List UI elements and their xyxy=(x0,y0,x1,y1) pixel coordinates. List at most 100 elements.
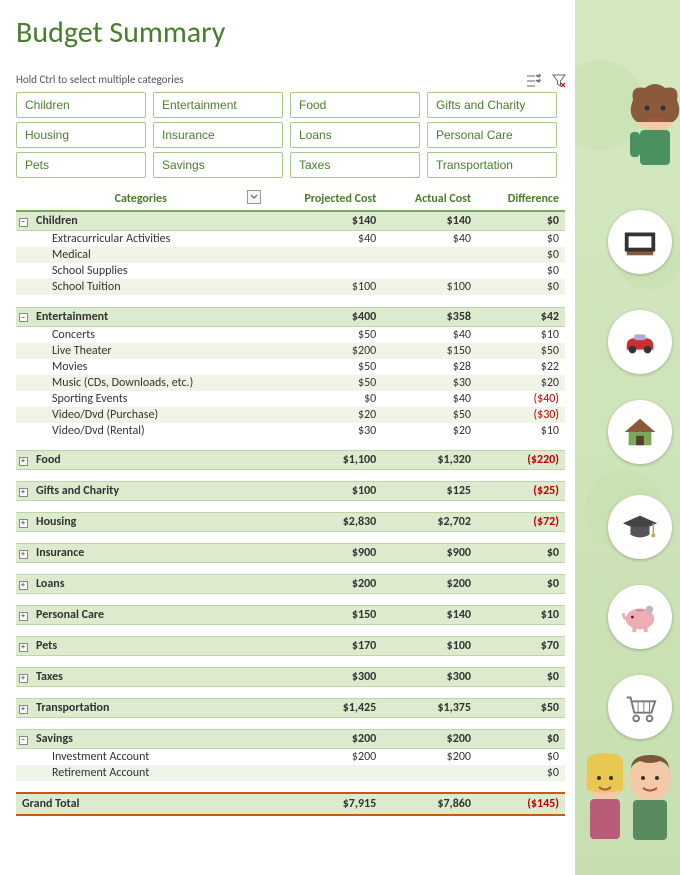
slicer-gifts-and-charity[interactable]: Gifts and Charity xyxy=(427,92,557,118)
projected-value xyxy=(265,263,382,279)
projected-value: $300 xyxy=(265,668,382,687)
clear-filter-icon[interactable] xyxy=(551,73,567,93)
difference-value: $0 xyxy=(477,668,565,687)
expand-icon[interactable]: + xyxy=(19,488,28,497)
expand-icon[interactable]: + xyxy=(19,643,28,652)
slicer-transportation[interactable]: Transportation xyxy=(427,152,557,178)
item-name: Live Theater xyxy=(16,343,265,359)
subitem-row: School Supplies$0 xyxy=(16,263,565,279)
item-name: School Supplies xyxy=(16,263,265,279)
actual-value: $40 xyxy=(382,231,477,248)
actual-value xyxy=(382,263,477,279)
slicer-children[interactable]: Children xyxy=(16,92,146,118)
category-row[interactable]: −Entertainment$400$358$42 xyxy=(16,307,565,326)
category-row[interactable]: +Personal Care$150$140$10 xyxy=(16,606,565,625)
difference-value: $0 xyxy=(477,544,565,563)
category-row[interactable]: +Insurance$900$900$0 xyxy=(16,544,565,563)
difference-value: $0 xyxy=(477,211,565,231)
people-couple-icon xyxy=(575,745,680,875)
difference-value: $70 xyxy=(477,637,565,656)
dropdown-icon[interactable] xyxy=(247,190,261,204)
category-name: Insurance xyxy=(30,544,265,563)
category-row[interactable]: −Savings$200$200$0 xyxy=(16,730,565,749)
slicer-personal-care[interactable]: Personal Care xyxy=(427,122,557,148)
item-name: School Tuition xyxy=(16,279,265,295)
collapse-icon[interactable]: − xyxy=(19,313,28,322)
expand-icon[interactable]: + xyxy=(19,674,28,683)
projected-value: $200 xyxy=(265,730,382,749)
item-name: Extracurricular Activities xyxy=(16,231,265,248)
col-projected: Projected Cost xyxy=(265,188,382,211)
category-name: Personal Care xyxy=(30,606,265,625)
expand-icon[interactable]: + xyxy=(19,581,28,590)
category-row[interactable]: +Housing$2,830$2,702($72) xyxy=(16,513,565,532)
slicer-taxes[interactable]: Taxes xyxy=(290,152,420,178)
difference-value: ($220) xyxy=(477,451,565,470)
actual-value: $100 xyxy=(382,279,477,295)
actual-value: $28 xyxy=(382,359,477,375)
subitem-row: Extracurricular Activities$40$40$0 xyxy=(16,231,565,248)
subitem-row: Investment Account$200$200$0 xyxy=(16,749,565,766)
projected-value: $1,425 xyxy=(265,699,382,718)
category-name: Taxes xyxy=(30,668,265,687)
actual-value: $50 xyxy=(382,407,477,423)
item-name: Sporting Events xyxy=(16,391,265,407)
subitem-row: Video/Dvd (Rental)$30$20$10 xyxy=(16,423,565,439)
category-row[interactable]: +Food$1,100$1,320($220) xyxy=(16,451,565,470)
slicer-insurance[interactable]: Insurance xyxy=(153,122,283,148)
actual-value: $1,375 xyxy=(382,699,477,718)
actual-value: $900 xyxy=(382,544,477,563)
expand-icon[interactable]: + xyxy=(19,550,28,559)
subitem-row: Live Theater$200$150$50 xyxy=(16,343,565,359)
expand-icon[interactable]: + xyxy=(19,457,28,466)
collapse-icon[interactable]: − xyxy=(19,736,28,745)
expand-icon[interactable]: + xyxy=(19,519,28,528)
multiselect-icon[interactable] xyxy=(525,73,541,93)
category-row[interactable]: +Gifts and Charity$100$125($25) xyxy=(16,482,565,501)
category-row[interactable]: +Transportation$1,425$1,375$50 xyxy=(16,699,565,718)
category-name: Children xyxy=(30,211,265,231)
projected-value: $400 xyxy=(265,307,382,326)
budget-table: Categories Projected Cost Actual Cost Di… xyxy=(16,188,565,816)
slicer-food[interactable]: Food xyxy=(290,92,420,118)
difference-value: $0 xyxy=(477,749,565,766)
expand-icon[interactable]: + xyxy=(19,705,28,714)
item-name: Investment Account xyxy=(16,749,265,766)
difference-value: $0 xyxy=(477,575,565,594)
item-name: Retirement Account xyxy=(16,765,265,781)
slicer-entertainment[interactable]: Entertainment xyxy=(153,92,283,118)
category-row[interactable]: +Loans$200$200$0 xyxy=(16,575,565,594)
actual-value: $30 xyxy=(382,375,477,391)
projected-value: $200 xyxy=(265,749,382,766)
slicer-housing[interactable]: Housing xyxy=(16,122,146,148)
slicer-savings[interactable]: Savings xyxy=(153,152,283,178)
item-name: Movies xyxy=(16,359,265,375)
projected-value: $200 xyxy=(265,575,382,594)
category-name: Loans xyxy=(30,575,265,594)
actual-value: $200 xyxy=(382,749,477,766)
difference-value: $0 xyxy=(477,247,565,263)
projected-value: $1,100 xyxy=(265,451,382,470)
projected-value: $100 xyxy=(265,482,382,501)
grand-label: Grand Total xyxy=(16,793,265,815)
actual-value: $125 xyxy=(382,482,477,501)
actual-value: $200 xyxy=(382,730,477,749)
difference-value: ($40) xyxy=(477,391,565,407)
category-row[interactable]: +Pets$170$100$70 xyxy=(16,637,565,656)
expand-icon[interactable]: + xyxy=(19,612,28,621)
category-row[interactable]: −Children$140$140$0 xyxy=(16,211,565,231)
category-name: Gifts and Charity xyxy=(30,482,265,501)
difference-value: $50 xyxy=(477,343,565,359)
slicer-pets[interactable]: Pets xyxy=(16,152,146,178)
category-name: Housing xyxy=(30,513,265,532)
projected-value: $50 xyxy=(265,359,382,375)
grand-difference: ($145) xyxy=(477,793,565,815)
category-row[interactable]: +Taxes$300$300$0 xyxy=(16,668,565,687)
slicer-instruction: Hold Ctrl to select multiple categories xyxy=(16,73,565,86)
col-categories[interactable]: Categories xyxy=(16,188,265,211)
slicer-loans[interactable]: Loans xyxy=(290,122,420,148)
difference-value: $0 xyxy=(477,231,565,248)
collapse-icon[interactable]: − xyxy=(19,218,28,227)
difference-value: $10 xyxy=(477,326,565,343)
actual-value: $150 xyxy=(382,343,477,359)
